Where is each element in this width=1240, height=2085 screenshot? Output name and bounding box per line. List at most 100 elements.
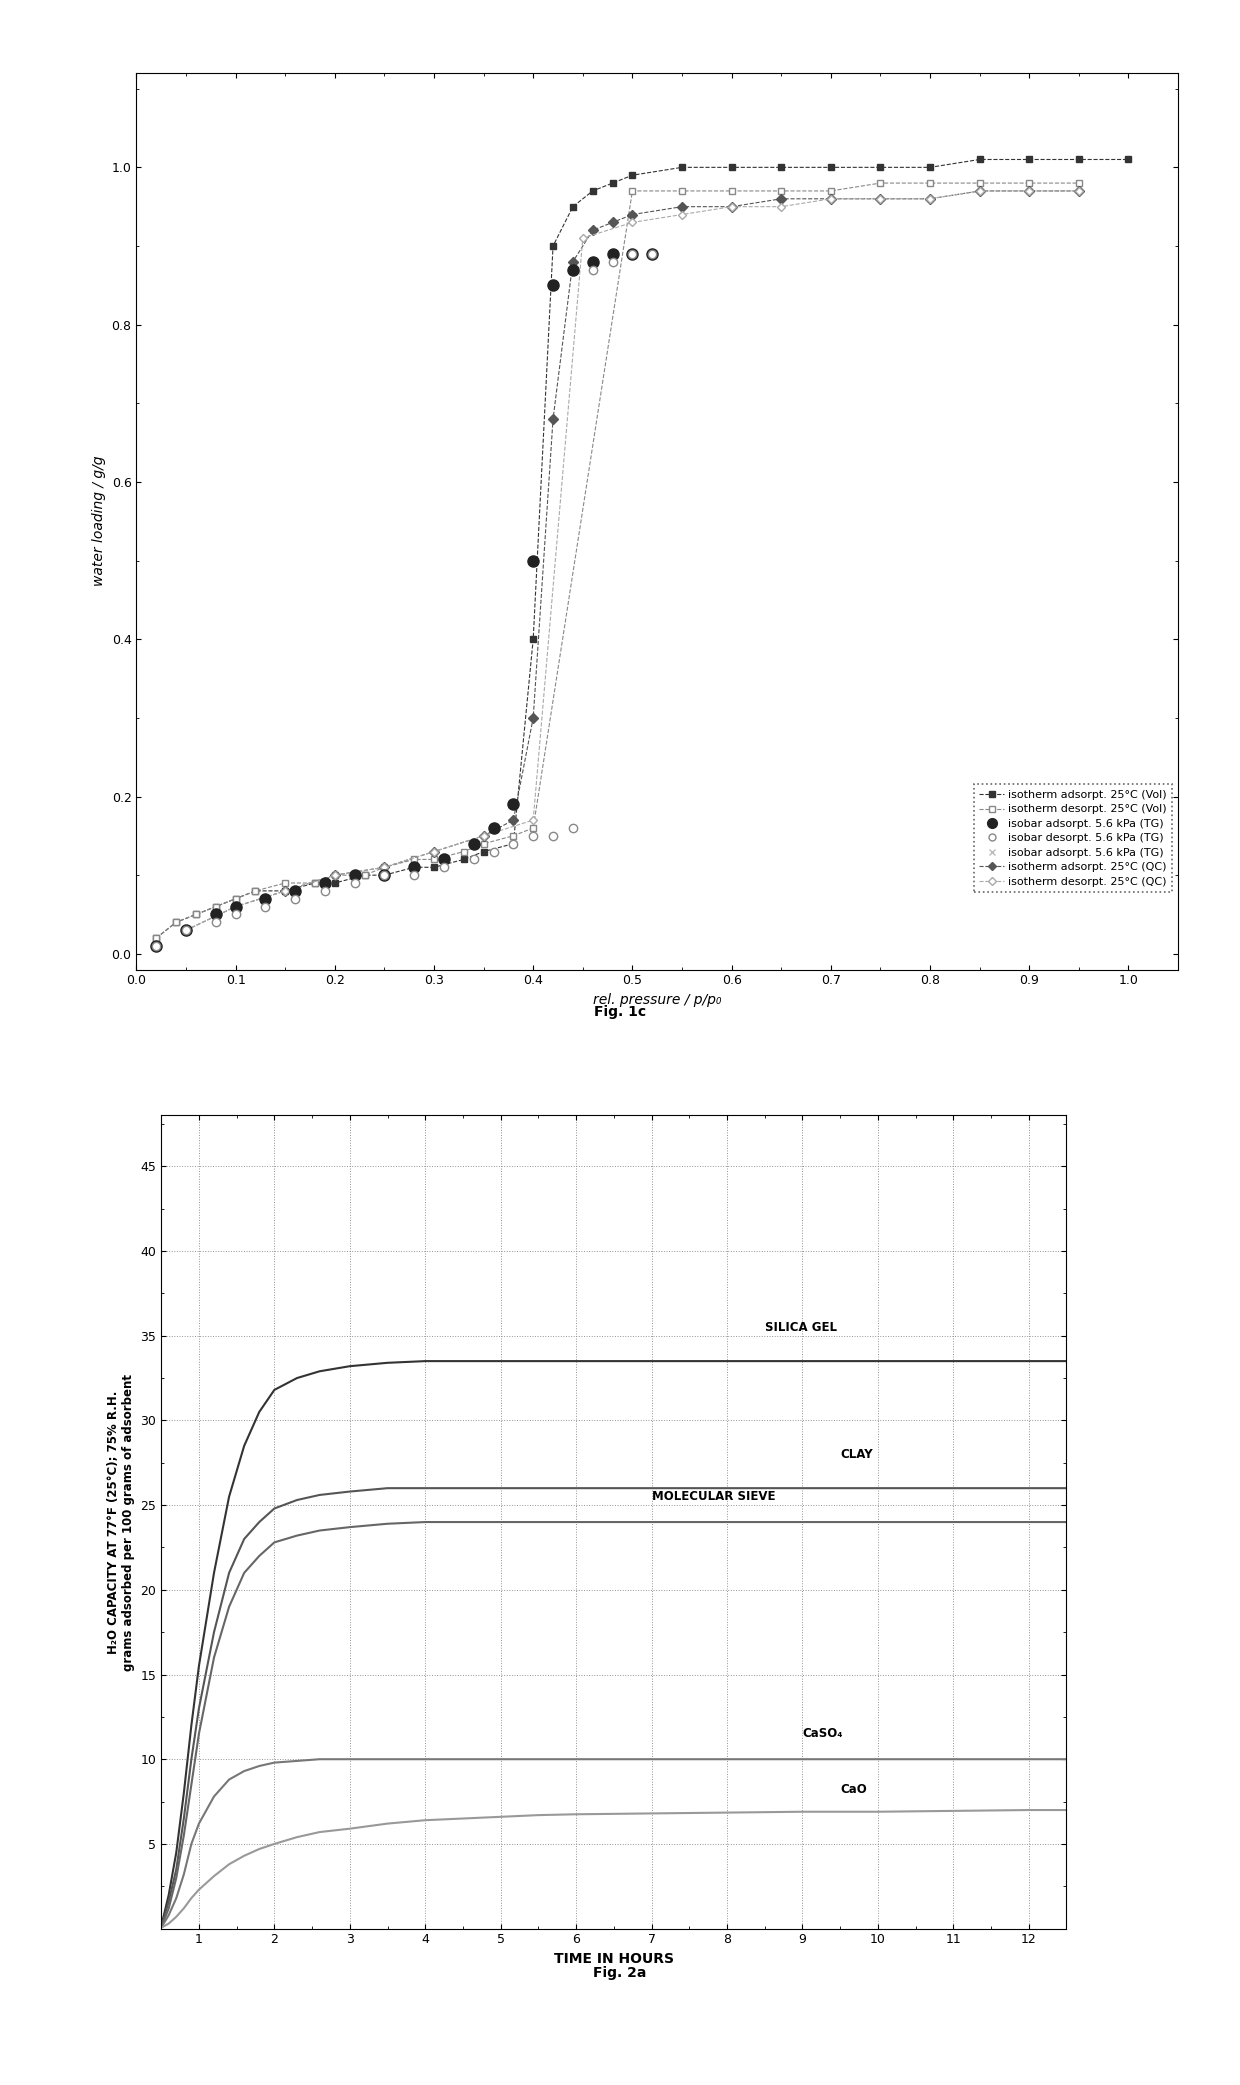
isobar adsorpt. 5.6 kPa (TG) <box>149 934 164 959</box>
isotherm adsorpt. 25°C (Vol) <box>585 179 600 204</box>
isotherm adsorpt. 25°C (QC) <box>724 194 739 219</box>
isotherm adsorpt. 25°C (QC) <box>526 705 541 730</box>
isobar adsorpt. 5.6 kPa (TG) <box>625 242 640 267</box>
isobar desorpt. 5.6 kPa (TG) <box>625 242 640 267</box>
isobar adsorpt. 5.6 kPa (TG) <box>486 815 501 840</box>
isotherm desorpt. 25°C (Vol) <box>526 815 541 840</box>
isobar desorpt. 5.6 kPa (TG) <box>317 878 332 903</box>
isotherm adsorpt. 25°C (Vol) <box>506 832 521 857</box>
isobar adsorpt. 5.6 kPa (TG) <box>258 886 273 911</box>
isotherm desorpt. 25°C (Vol) <box>327 863 342 888</box>
isotherm adsorpt. 25°C (Vol) <box>823 154 838 179</box>
isotherm desorpt. 25°C (Vol) <box>972 171 987 196</box>
isobar desorpt. 5.6 kPa (TG) <box>347 872 362 897</box>
isotherm desorpt. 25°C (Vol) <box>724 179 739 204</box>
isotherm adsorpt. 25°C (Vol) <box>456 847 471 872</box>
isobar adsorpt. 5.6 kPa (TG) <box>645 242 660 267</box>
isotherm desorpt. 25°C (Vol) <box>228 886 243 911</box>
Text: CLAY: CLAY <box>841 1447 873 1462</box>
Legend: isotherm adsorpt. 25°C (Vol), isotherm desorpt. 25°C (Vol), isobar adsorpt. 5.6 : isotherm adsorpt. 25°C (Vol), isotherm d… <box>973 784 1173 892</box>
isobar adsorpt. 5.6 kPa (TG) <box>347 863 362 888</box>
isobar adsorpt. 5.6 kPa (TG) <box>546 273 560 298</box>
isotherm adsorpt. 25°C (QC) <box>774 186 789 211</box>
isotherm desorpt. 25°C (Vol) <box>169 909 184 934</box>
Line: isotherm desorpt. 25°C (Vol): isotherm desorpt. 25°C (Vol) <box>154 179 1081 940</box>
isotherm desorpt. 25°C (Vol) <box>456 838 471 863</box>
isobar adsorpt. 5.6 kPa (TG) <box>506 792 521 817</box>
Text: MOLECULAR SIEVE: MOLECULAR SIEVE <box>651 1491 775 1503</box>
Y-axis label: water loading / g/g: water loading / g/g <box>92 457 105 586</box>
isotherm adsorpt. 25°C (Vol) <box>873 154 888 179</box>
isotherm desorpt. 25°C (Vol) <box>278 872 293 897</box>
isotherm desorpt. 25°C (Vol) <box>923 171 937 196</box>
isotherm adsorpt. 25°C (QC) <box>675 194 689 219</box>
isobar adsorpt. 5.6 kPa (TG) <box>179 917 193 942</box>
isotherm desorpt. 25°C (QC) <box>774 194 789 219</box>
isotherm adsorpt. 25°C (Vol) <box>248 878 263 903</box>
isobar adsorpt. 5.6 kPa (TG) <box>466 832 481 857</box>
isobar desorpt. 5.6 kPa (TG) <box>208 909 223 934</box>
isobar adsorpt. 5.6 kPa (TG) <box>377 863 392 888</box>
isobar adsorpt. 5.6 kPa (TG) <box>436 847 451 872</box>
isotherm adsorpt. 25°C (Vol) <box>675 154 689 179</box>
isotherm desorpt. 25°C (QC) <box>278 878 293 903</box>
isobar adsorpt. 5.6 kPa (TG) <box>466 832 481 857</box>
isotherm adsorpt. 25°C (QC) <box>1022 179 1037 204</box>
isotherm adsorpt. 25°C (Vol) <box>377 863 392 888</box>
isotherm adsorpt. 25°C (QC) <box>605 211 620 236</box>
isotherm adsorpt. 25°C (QC) <box>179 917 193 942</box>
isobar desorpt. 5.6 kPa (TG) <box>466 847 481 872</box>
Text: CaO: CaO <box>841 1783 867 1795</box>
isotherm desorpt. 25°C (QC) <box>625 211 640 236</box>
isobar adsorpt. 5.6 kPa (TG) <box>645 242 660 267</box>
isotherm adsorpt. 25°C (Vol) <box>605 171 620 196</box>
isotherm adsorpt. 25°C (Vol) <box>972 146 987 171</box>
isotherm adsorpt. 25°C (Vol) <box>407 855 422 880</box>
isobar desorpt. 5.6 kPa (TG) <box>228 903 243 928</box>
isobar desorpt. 5.6 kPa (TG) <box>149 934 164 959</box>
Text: CaSO₄: CaSO₄ <box>802 1726 843 1741</box>
isotherm adsorpt. 25°C (QC) <box>546 407 560 432</box>
isotherm desorpt. 25°C (Vol) <box>625 179 640 204</box>
isobar adsorpt. 5.6 kPa (TG) <box>317 872 332 897</box>
isobar adsorpt. 5.6 kPa (TG) <box>407 855 422 880</box>
isotherm adsorpt. 25°C (QC) <box>327 863 342 888</box>
isobar adsorpt. 5.6 kPa (TG) <box>506 792 521 817</box>
isotherm adsorpt. 25°C (QC) <box>625 202 640 227</box>
isotherm adsorpt. 25°C (Vol) <box>1022 146 1037 171</box>
isotherm desorpt. 25°C (QC) <box>972 179 987 204</box>
isotherm adsorpt. 25°C (Vol) <box>149 926 164 951</box>
isotherm desorpt. 25°C (QC) <box>675 202 689 227</box>
isobar desorpt. 5.6 kPa (TG) <box>506 832 521 857</box>
isotherm desorpt. 25°C (QC) <box>327 863 342 888</box>
isobar adsorpt. 5.6 kPa (TG) <box>179 917 193 942</box>
isotherm adsorpt. 25°C (Vol) <box>546 234 560 259</box>
isobar adsorpt. 5.6 kPa (TG) <box>526 548 541 573</box>
isotherm adsorpt. 25°C (Vol) <box>427 855 441 880</box>
isotherm desorpt. 25°C (Vol) <box>248 878 263 903</box>
isobar adsorpt. 5.6 kPa (TG) <box>486 815 501 840</box>
isotherm adsorpt. 25°C (Vol) <box>526 628 541 653</box>
isobar desorpt. 5.6 kPa (TG) <box>377 863 392 888</box>
isobar desorpt. 5.6 kPa (TG) <box>546 824 560 849</box>
isobar desorpt. 5.6 kPa (TG) <box>407 863 422 888</box>
X-axis label: rel. pressure / p/p₀: rel. pressure / p/p₀ <box>593 992 722 1007</box>
isotherm desorpt. 25°C (Vol) <box>407 847 422 872</box>
isotherm desorpt. 25°C (QC) <box>179 917 193 942</box>
isotherm adsorpt. 25°C (Vol) <box>1121 146 1136 171</box>
isotherm adsorpt. 25°C (QC) <box>565 250 580 275</box>
isotherm desorpt. 25°C (Vol) <box>427 847 441 872</box>
isotherm adsorpt. 25°C (Vol) <box>188 903 203 928</box>
isotherm adsorpt. 25°C (Vol) <box>923 154 937 179</box>
Text: Fig. 1c: Fig. 1c <box>594 1005 646 1020</box>
isotherm adsorpt. 25°C (QC) <box>972 179 987 204</box>
isotherm desorpt. 25°C (Vol) <box>1071 171 1086 196</box>
isobar adsorpt. 5.6 kPa (TG) <box>228 894 243 919</box>
isotherm desorpt. 25°C (Vol) <box>377 855 392 880</box>
isotherm adsorpt. 25°C (QC) <box>506 807 521 832</box>
isotherm adsorpt. 25°C (QC) <box>1071 179 1086 204</box>
isobar adsorpt. 5.6 kPa (TG) <box>565 256 580 281</box>
Text: SILICA GEL: SILICA GEL <box>765 1320 837 1334</box>
isobar adsorpt. 5.6 kPa (TG) <box>208 903 223 928</box>
isotherm desorpt. 25°C (Vol) <box>1022 171 1037 196</box>
